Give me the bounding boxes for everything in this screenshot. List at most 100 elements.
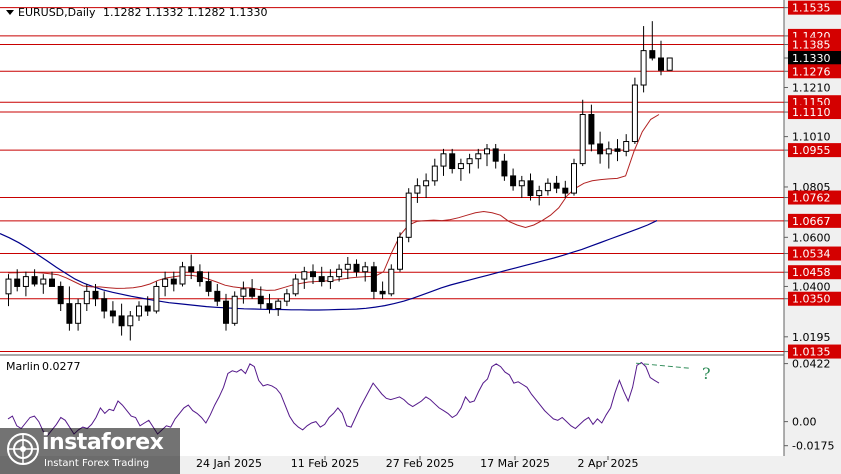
time-tick-label: 24 Jan 2025 — [196, 457, 262, 470]
candle-body — [553, 182, 560, 189]
candle-body — [153, 285, 160, 312]
candle-body — [14, 278, 21, 287]
candle-body — [449, 153, 456, 170]
candle-body — [327, 276, 334, 283]
price-tick-label: 1.0534 — [792, 248, 831, 261]
candle-body — [301, 271, 308, 280]
moving-averages — [0, 114, 660, 311]
collapse-triangle-icon[interactable] — [6, 10, 14, 15]
candle-body — [22, 276, 29, 287]
candle-body — [388, 268, 395, 295]
candle-body — [249, 288, 256, 297]
candle-body — [223, 300, 229, 324]
level-price-box — [788, 213, 841, 228]
level-price-box — [788, 246, 841, 261]
time-tick-label: 11 Feb 2025 — [291, 457, 359, 470]
blue-moving-average-line — [0, 220, 658, 311]
candle-body — [5, 278, 12, 295]
watermark-tagline: Instant Forex Trading — [44, 458, 150, 469]
candle-body — [49, 278, 55, 287]
level-price-box — [788, 190, 841, 205]
candle-body — [597, 143, 604, 155]
candle-body — [109, 310, 116, 317]
candle-body — [666, 57, 673, 71]
candle-body — [544, 182, 551, 192]
candle-body — [536, 190, 543, 197]
current-price-box — [788, 51, 841, 66]
price-tick-label: 1.0762 — [792, 192, 831, 205]
candle-body — [623, 141, 630, 152]
level-price-box — [788, 344, 841, 359]
candle-body — [414, 185, 421, 194]
candle-body — [405, 192, 412, 238]
instaforex-logo-icon — [7, 433, 39, 465]
time-tick-label: 2 Apr 2025 — [577, 457, 638, 470]
candlesticks — [5, 21, 673, 341]
candle-body — [188, 266, 195, 273]
candle-body — [440, 153, 447, 167]
marlin-oscillator-line — [7, 361, 660, 437]
marlin-indicator — [7, 361, 691, 437]
watermark-brand: instaforex — [42, 430, 164, 455]
candle-body — [240, 288, 247, 297]
candle-body — [292, 278, 299, 295]
price-tick-label: 1.0195 — [792, 331, 831, 344]
candle-body — [510, 175, 517, 187]
candle-body — [336, 268, 343, 278]
price-tick-label: 1.1010 — [792, 131, 831, 144]
indicator-header: Marlin 0.0277 — [6, 360, 81, 373]
red-envelope-line — [7, 114, 660, 291]
candle-body — [101, 298, 108, 312]
candle-body — [649, 50, 656, 59]
candle-body — [466, 158, 473, 165]
level-price-box — [788, 143, 841, 158]
candle-body — [179, 266, 186, 285]
ohlc-values: 1.1282 1.1332 1.1282 1.1330 — [103, 6, 267, 19]
candle-body — [362, 266, 369, 273]
candle-body — [170, 278, 177, 285]
indicator-tick-label: -0.0175 — [792, 440, 834, 453]
candle-body — [92, 290, 99, 300]
candle-body — [588, 114, 595, 145]
candle-body — [40, 278, 47, 285]
candle-body — [196, 271, 203, 283]
candle-body — [66, 303, 73, 324]
candle-body — [318, 276, 325, 283]
candle-body — [379, 290, 386, 295]
candle-body — [631, 84, 638, 143]
candle-body — [605, 148, 612, 155]
price-tick-label: 1.1276 — [792, 65, 831, 78]
level-price-box — [788, 105, 841, 120]
price-tick-label: 1.1210 — [792, 81, 831, 94]
candle-body — [266, 303, 273, 310]
level-price-box — [788, 37, 841, 52]
price-tick-label: 1.1385 — [792, 38, 831, 51]
time-tick-label: 17 Mar 2025 — [480, 457, 550, 470]
indicator-value: 0.0277 — [42, 360, 81, 373]
candle-body — [127, 315, 134, 327]
price-tick-label: 1.0400 — [792, 280, 831, 293]
candle-body — [562, 187, 569, 194]
candle-body — [579, 114, 586, 165]
level-price-box — [788, 265, 841, 280]
level-price-box — [788, 0, 841, 15]
candle-body — [310, 271, 316, 278]
candle-body — [83, 290, 90, 305]
indicator-tick-label: 0.0422 — [792, 358, 831, 371]
candle-body — [136, 305, 142, 317]
candle-body — [640, 50, 647, 86]
candle-body — [353, 263, 360, 273]
time-axis: 24 Jan 2025 11 Feb 2025 27 Feb 2025 17 Mar … — [196, 456, 639, 470]
candle-body — [75, 303, 82, 324]
horizontal-levels — [0, 7, 784, 353]
time-tick-label: 27 Feb 2025 — [386, 457, 454, 470]
candle-body — [501, 160, 508, 177]
indicator-name: Marlin — [6, 360, 40, 373]
candle-body — [162, 278, 169, 287]
symbol-label: EURUSD,Daily — [18, 6, 96, 19]
candle-body — [423, 180, 430, 187]
price-tick-label: 1.0458 — [792, 266, 831, 279]
watermark-banner: instaforex Instant Forex Trading — [0, 428, 180, 474]
level-price-box — [788, 64, 841, 79]
price-tick-label: 1.0135 — [792, 346, 831, 359]
